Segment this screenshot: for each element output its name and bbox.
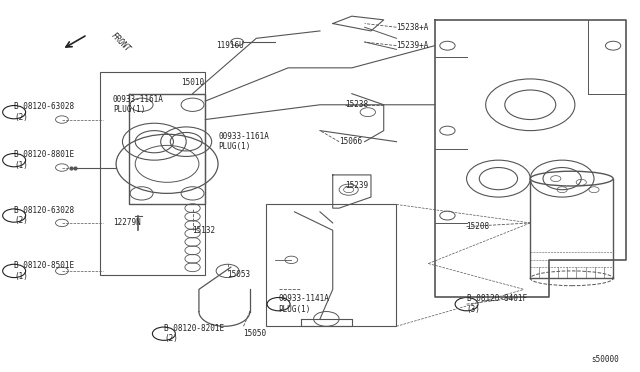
Text: 15208: 15208 [467,222,490,231]
Text: 15010: 15010 [181,78,204,87]
Text: 12279N: 12279N [113,218,141,227]
Text: 15066: 15066 [339,137,362,146]
Bar [266,205,396,326]
Text: 15238+A: 15238+A [396,23,429,32]
Text: B 08120-8401F
(3): B 08120-8401F (3) [467,295,527,314]
Text: B 08120-8201E
(2): B 08120-8201E (2) [164,324,224,343]
Text: B 08120-63028
(2): B 08120-63028 (2) [14,206,74,225]
Text: FRONT: FRONT [109,31,132,53]
Text: 15132: 15132 [193,226,216,235]
Text: B 08120-8801E
(1): B 08120-8801E (1) [14,150,74,170]
Bar [100,71,205,275]
Text: 11916U: 11916U [216,41,244,50]
Text: s50000: s50000 [592,355,620,364]
Text: 00933-1161A
PLUG(1): 00933-1161A PLUG(1) [113,95,164,115]
Text: 15050: 15050 [244,329,267,338]
Text: B 08120-8501E
(1): B 08120-8501E (1) [14,261,74,280]
Text: 00933-1161A
PLUG(1): 00933-1161A PLUG(1) [218,132,269,151]
Text: B 08120-63028
(2): B 08120-63028 (2) [14,102,74,122]
Text: 15053: 15053 [228,270,251,279]
Text: 00933-1141A
PLUG(1): 00933-1141A PLUG(1) [278,295,330,314]
Text: 15239: 15239 [346,182,369,190]
Text: 15238: 15238 [346,100,369,109]
Text: 15239+A: 15239+A [396,41,429,50]
